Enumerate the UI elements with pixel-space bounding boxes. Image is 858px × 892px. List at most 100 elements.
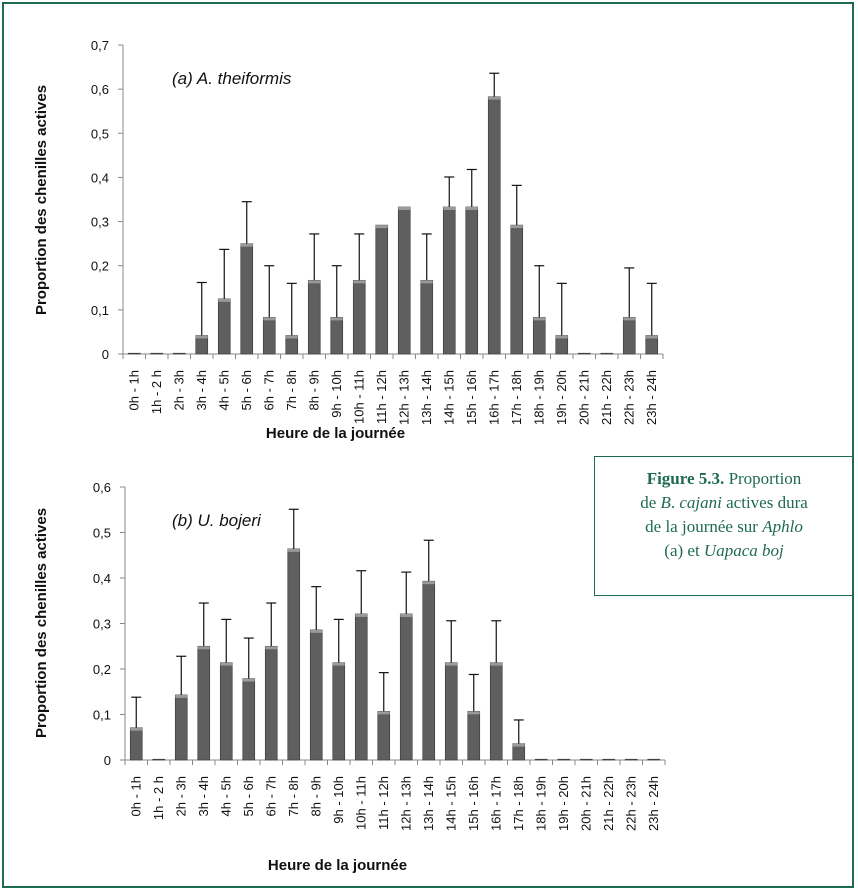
x-tick-label-b: 18h - 19h: [533, 776, 548, 831]
bar-highlight-a: [263, 317, 276, 321]
x-tick-label-b: 10h - 11h: [353, 776, 368, 830]
bar-highlight-a: [533, 317, 546, 321]
x-tick-label-b: 4h - 5h: [218, 776, 233, 816]
x-tick-label-b: 20h - 21h: [578, 776, 593, 831]
y-tick-label-a: 0: [102, 347, 109, 362]
bar-highlight-b: [130, 727, 143, 731]
caption-line2-b: B: [660, 493, 671, 512]
bar-highlight-a: [398, 207, 411, 211]
bar-b: [444, 662, 458, 761]
x-tick-label-b: 7h - 8h: [286, 776, 301, 816]
bar-b: [377, 711, 391, 761]
bar-a: [240, 243, 254, 355]
y-tick-label-a: 0,4: [91, 170, 109, 185]
x-tick-label-a: 7h - 8h: [284, 370, 299, 410]
y-tick-label-a: 0,1: [91, 303, 109, 318]
bar-highlight-a: [510, 225, 523, 229]
bar-highlight-a: [375, 225, 388, 229]
bar-highlight-a: [443, 207, 456, 211]
x-tick-label-a: 9h - 10h: [329, 370, 344, 418]
x-tick-label-b: 2h - 3h: [173, 776, 188, 816]
bar-b: [489, 662, 503, 761]
bar-highlight-b: [220, 662, 233, 666]
caption-line2-e: actives dura: [721, 493, 808, 512]
x-tick-label-b: 17h - 18h: [511, 776, 526, 831]
chart-title-a: (a) A. theiformis: [172, 69, 292, 88]
chart-title-b: (b) U. bojeri: [172, 511, 262, 530]
y-tick-label-a: 0,5: [91, 126, 109, 141]
bar-highlight-b: [377, 711, 390, 715]
figure-caption: Figure 5.3. Proportion de B. cajani acti…: [594, 456, 852, 596]
bar-highlight-a: [645, 335, 658, 339]
y-tick-label-b: 0,1: [93, 708, 111, 723]
caption-figure-number: Figure 5.3.: [646, 469, 725, 488]
bar-highlight-a: [353, 280, 366, 284]
y-tick-label-b: 0: [104, 753, 111, 768]
y-tick-label-b: 0,4: [93, 571, 111, 586]
y-tick-label-a: 0,6: [91, 82, 109, 97]
x-tick-label-a: 21h - 22h: [599, 370, 614, 425]
bar-b: [624, 758, 638, 761]
bar-a: [307, 279, 321, 355]
bar-b: [152, 758, 166, 761]
bar-highlight-a: [420, 280, 433, 284]
x-tick-label-b: 3h - 4h: [196, 776, 211, 816]
caption-line3-a: de la journée sur: [645, 517, 763, 536]
x-tick-label-b: 14h - 15h: [443, 776, 458, 831]
x-tick-label-b: 16h - 17h: [488, 776, 503, 831]
x-tick-label-a: 3h - 4h: [194, 370, 209, 410]
bar-a: [150, 352, 164, 355]
bar-a: [465, 206, 479, 355]
bar-highlight-a: [195, 335, 208, 339]
bar-b: [647, 758, 661, 761]
x-tick-label-a: 18h - 19h: [531, 370, 546, 425]
chart-b: 0 0,1 0,2 0,3 0,4 0,5 0,6 0h - 1h 1h - 2 h 2h - 3…: [33, 480, 666, 874]
bar-b: [174, 694, 188, 761]
bar-b: [287, 548, 301, 761]
bar-a: [442, 206, 456, 355]
bar-a: [510, 224, 524, 355]
x-tick-label-b: 22h - 23h: [623, 776, 638, 831]
caption-line2-a: de: [640, 493, 661, 512]
bar-highlight-b: [197, 646, 210, 650]
caption-line2-c: .: [670, 493, 680, 512]
bar-a: [600, 352, 614, 355]
bar-highlight-a: [285, 335, 298, 339]
bar-b: [197, 645, 211, 761]
bar-highlight-a: [488, 96, 501, 100]
x-tick-label-a: 15h - 16h: [464, 370, 479, 425]
bar-a: [172, 352, 186, 355]
x-tick-label-b: 11h - 12h: [376, 776, 391, 830]
chart-a: 0 0,1 0,2 0,3 0,4 0,5 0,6 0,7 0h - 1h 1h - 2 h 2h …: [33, 38, 664, 442]
x-tick-label-b: 23h - 24h: [646, 776, 661, 831]
y-axis-label-b: Proportion des chenilles actives: [33, 508, 50, 738]
bar-highlight-a: [308, 280, 321, 284]
bar-b: [399, 613, 413, 761]
x-tick-label-a: 19h - 20h: [554, 370, 569, 425]
bar-highlight-a: [623, 317, 636, 321]
bar-highlight-a: [240, 243, 253, 247]
caption-line3-b: Aphlo: [762, 517, 803, 536]
bar-b: [219, 662, 233, 761]
y-tick-label-b: 0,3: [93, 617, 111, 632]
bar-highlight-b: [265, 646, 278, 650]
bar-a: [397, 206, 411, 355]
x-tick-label-b: 5h - 6h: [241, 776, 256, 816]
bar-a: [487, 96, 501, 355]
bar-b: [332, 662, 346, 761]
x-tick-label-b: 1h - 2 h: [151, 776, 166, 820]
bar-highlight-a: [330, 317, 343, 321]
x-tick-label-a: 4h - 5h: [216, 370, 231, 410]
bar-highlight-b: [512, 743, 525, 747]
bar-highlight-b: [400, 613, 413, 617]
bar-highlight-b: [310, 629, 323, 633]
bar-b: [129, 727, 143, 761]
bar-a: [532, 317, 546, 355]
bar-highlight-b: [175, 694, 188, 698]
bar-a: [375, 224, 389, 355]
x-tick-label-a: 23h - 24h: [644, 370, 659, 425]
x-tick-label-a: 20h - 21h: [576, 370, 591, 425]
y-tick-label-a: 0,3: [91, 215, 109, 230]
x-tick-label-b: 13h - 14h: [421, 776, 436, 831]
